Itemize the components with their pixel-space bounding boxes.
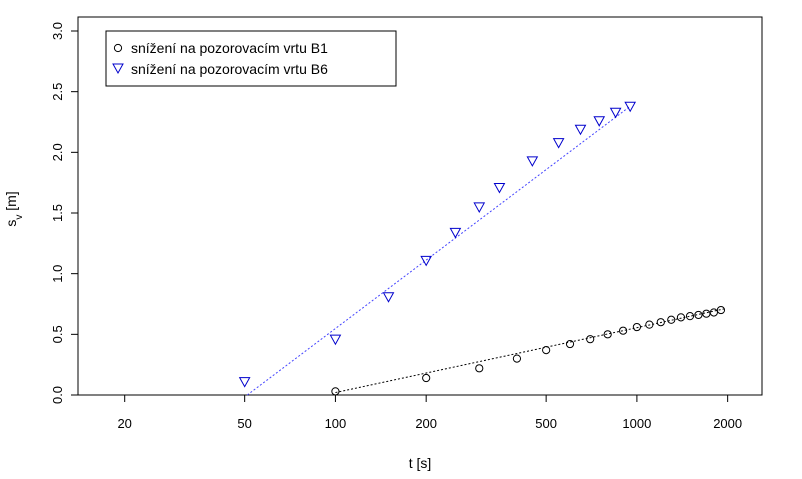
data-point-b6 (238, 377, 251, 388)
x-tick-label: 50 (237, 416, 251, 431)
data-point-b6 (473, 202, 486, 213)
data-point-b1 (694, 310, 703, 320)
x-tick-label: 100 (325, 416, 347, 431)
data-point-b1 (716, 305, 726, 315)
data-point-b1 (685, 312, 695, 321)
fit-line-series-2 (246, 105, 631, 396)
data-point-b1 (619, 326, 628, 335)
x-tick-label: 20 (117, 416, 131, 431)
x-tick-label: 2000 (713, 416, 742, 431)
data-point-b6 (552, 138, 565, 149)
data-point-b1 (667, 315, 676, 324)
legend-label-b6: snížení na pozorovacím vrtu B6 (131, 61, 328, 77)
data-point-b1 (676, 313, 686, 322)
data-point-b6 (493, 183, 506, 194)
y-tick-label: 1.0 (50, 265, 65, 283)
data-point-b6 (624, 101, 637, 113)
legend-triangle-icon (112, 63, 124, 75)
data-point-b6 (593, 116, 606, 127)
data-point-b6 (574, 124, 587, 136)
y-tick-label: 1.5 (50, 204, 65, 222)
legend-label-b1: snížení na pozorovacím vrtu B1 (131, 40, 328, 56)
y-tick-label: 2.5 (50, 83, 65, 101)
data-point-b6 (329, 334, 342, 346)
x-axis-title: t [s] (409, 455, 432, 471)
data-point-b6 (420, 255, 433, 267)
data-point-b6 (449, 227, 462, 239)
y-axis-title-unit: [m] (3, 191, 19, 214)
y-tick-label: 0.5 (50, 325, 65, 343)
y-tick-label: 0.0 (50, 386, 65, 404)
x-tick-label: 1000 (622, 416, 651, 431)
legend: snížení na pozorovacím vrtu B1 snížení n… (105, 30, 397, 87)
y-axis: 0.0 0.5 1.0 1.5 2.0 2.5 3.0 (50, 22, 79, 404)
data-point-b1 (603, 330, 612, 339)
y-tick-label: 2.0 (50, 143, 65, 161)
data-point-b1 (542, 346, 551, 355)
y-tick-label: 3.0 (50, 22, 65, 40)
data-point-b1 (422, 373, 431, 383)
legend-circle-icon (113, 43, 123, 53)
data-points (238, 101, 726, 396)
x-tick-label: 500 (535, 416, 557, 431)
x-tick-label: 200 (415, 416, 437, 431)
data-point-b1 (632, 322, 641, 332)
x-axis: 20 50 100 200 500 1000 2000 (117, 394, 742, 431)
data-point-b1 (512, 354, 522, 363)
data-point-b1 (645, 320, 654, 329)
data-point-b1 (331, 387, 340, 396)
data-point-b1 (565, 339, 575, 349)
data-point-b6 (382, 292, 395, 303)
data-point-b6 (526, 156, 539, 167)
y-axis-title: sv [m] (3, 191, 25, 226)
y-axis-title-subscript: v (14, 215, 25, 220)
data-point-b6 (609, 107, 622, 119)
data-point-b1 (656, 318, 665, 327)
data-point-b1 (475, 364, 484, 373)
fit-lines (246, 105, 725, 396)
data-point-b1 (709, 308, 718, 317)
data-point-b1 (586, 335, 595, 344)
fit-line-series-1 (335, 308, 725, 394)
legend-box (105, 30, 397, 87)
